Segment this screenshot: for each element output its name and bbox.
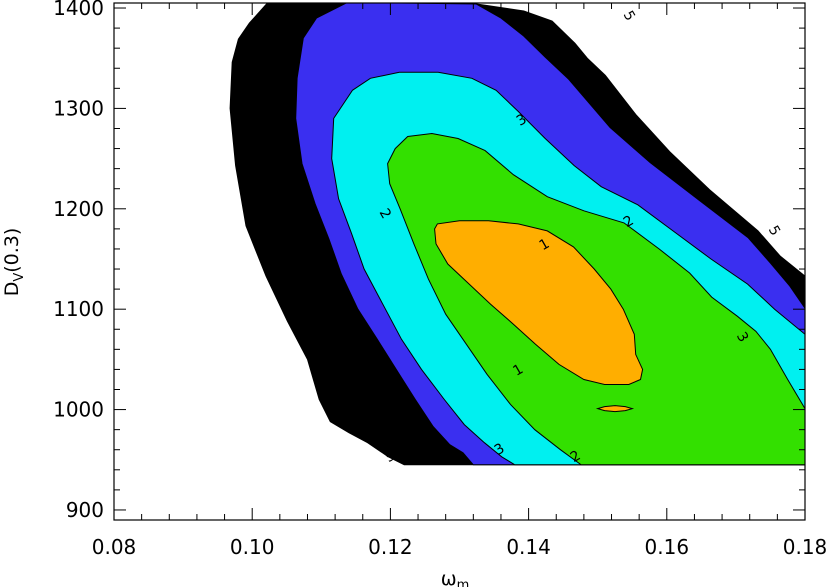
x-tick-label: 0.14	[506, 535, 551, 559]
y-tick-label: 1300	[53, 96, 104, 120]
contour-region-level-1	[434, 220, 644, 385]
x-tick-label: 0.12	[368, 535, 413, 559]
x-tick-label: 0.18	[783, 535, 828, 559]
y-tick-label: 1000	[53, 398, 104, 422]
contour-label-5-1: 5	[765, 223, 783, 239]
y-axis-ticks: 900 1000 1100 1200 1300 1400	[53, 0, 805, 522]
y-tick-label: 900	[66, 498, 104, 522]
contour-region-level-1-b	[595, 405, 635, 413]
x-tick-label: 0.08	[92, 535, 137, 559]
y-axis-label: DV(0.3)	[1, 228, 27, 297]
y-tick-label: 1100	[53, 297, 104, 321]
y-axis-label-suffix: (0.3)	[1, 228, 23, 273]
y-axis-label-sub: V	[12, 273, 27, 282]
plot-frame	[113, 2, 806, 521]
x-tick-label: 0.16	[645, 535, 690, 559]
y-tick-label: 1200	[53, 197, 104, 221]
x-tick-label: 0.10	[230, 535, 275, 559]
x-axis-label-sub: m	[457, 578, 470, 587]
contour-regions	[229, 2, 806, 466]
y-tick-label: 1400	[53, 0, 104, 20]
x-axis-ticks: 0.08 0.10 0.12 0.14 0.16 0.18	[92, 3, 828, 559]
x-axis-label-main: ω	[441, 568, 457, 587]
contour-label-5-0: 5	[620, 8, 638, 24]
x-axis-label: ωm	[441, 568, 470, 587]
y-axis-label-main: D	[1, 282, 23, 297]
